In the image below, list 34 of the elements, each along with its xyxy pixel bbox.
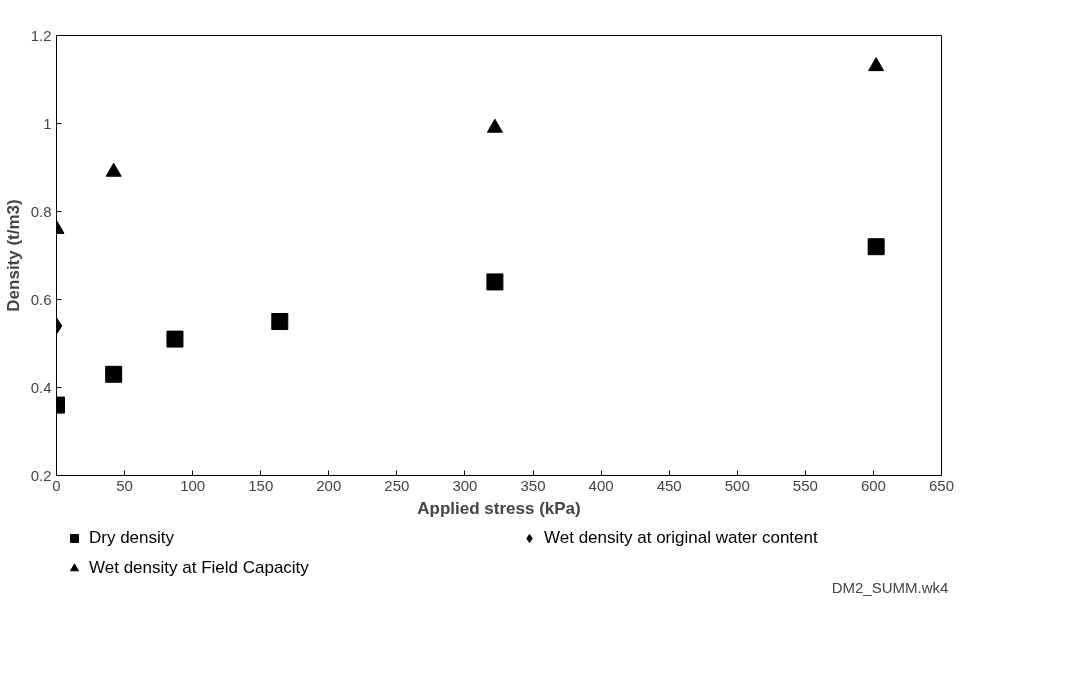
x-tick-label: 550	[792, 476, 818, 494]
y-tick-label: 1	[43, 114, 52, 132]
y-tick-label: 0.6	[30, 290, 52, 308]
legend-label: Wet density at Field Capacity	[89, 558, 310, 578]
x-tick-label: 600	[860, 476, 886, 494]
x-tick-label: 350	[520, 476, 546, 494]
x-tick-label: 300	[452, 476, 478, 494]
y-tick-label: 0.4	[30, 378, 52, 396]
x-tick-label: 400	[588, 476, 614, 494]
x-tick-label: 500	[724, 476, 750, 494]
point	[105, 365, 123, 383]
x-tick-label: 650	[928, 476, 955, 494]
x-tick-label: 250	[384, 476, 410, 494]
y-tick-label: 0.8	[30, 202, 52, 220]
point	[166, 330, 184, 348]
x-tick-label: 100	[180, 476, 206, 494]
x-tick-label: 50	[116, 476, 133, 494]
point	[271, 313, 289, 330]
x-tick-label: 450	[656, 476, 682, 494]
x-tick-label: 200	[316, 476, 342, 494]
text: DM2_SUMM.wk4	[831, 578, 949, 596]
point	[105, 162, 122, 177]
point	[486, 273, 504, 291]
x-axis-title: Applied stress (kPa)	[417, 498, 581, 518]
y-axis-title: Density (t/m3)	[3, 199, 23, 312]
x-tick-label: 150	[248, 476, 274, 494]
point	[868, 57, 885, 72]
point	[486, 118, 503, 133]
point	[867, 238, 885, 256]
y-tick-label: 0.2	[30, 466, 52, 484]
y-tick-label: 1.2	[30, 26, 52, 44]
legend-label: Dry density	[89, 528, 176, 548]
x-tick-label: 0	[52, 476, 61, 494]
legend-label: Wet density at original water content	[544, 528, 819, 548]
